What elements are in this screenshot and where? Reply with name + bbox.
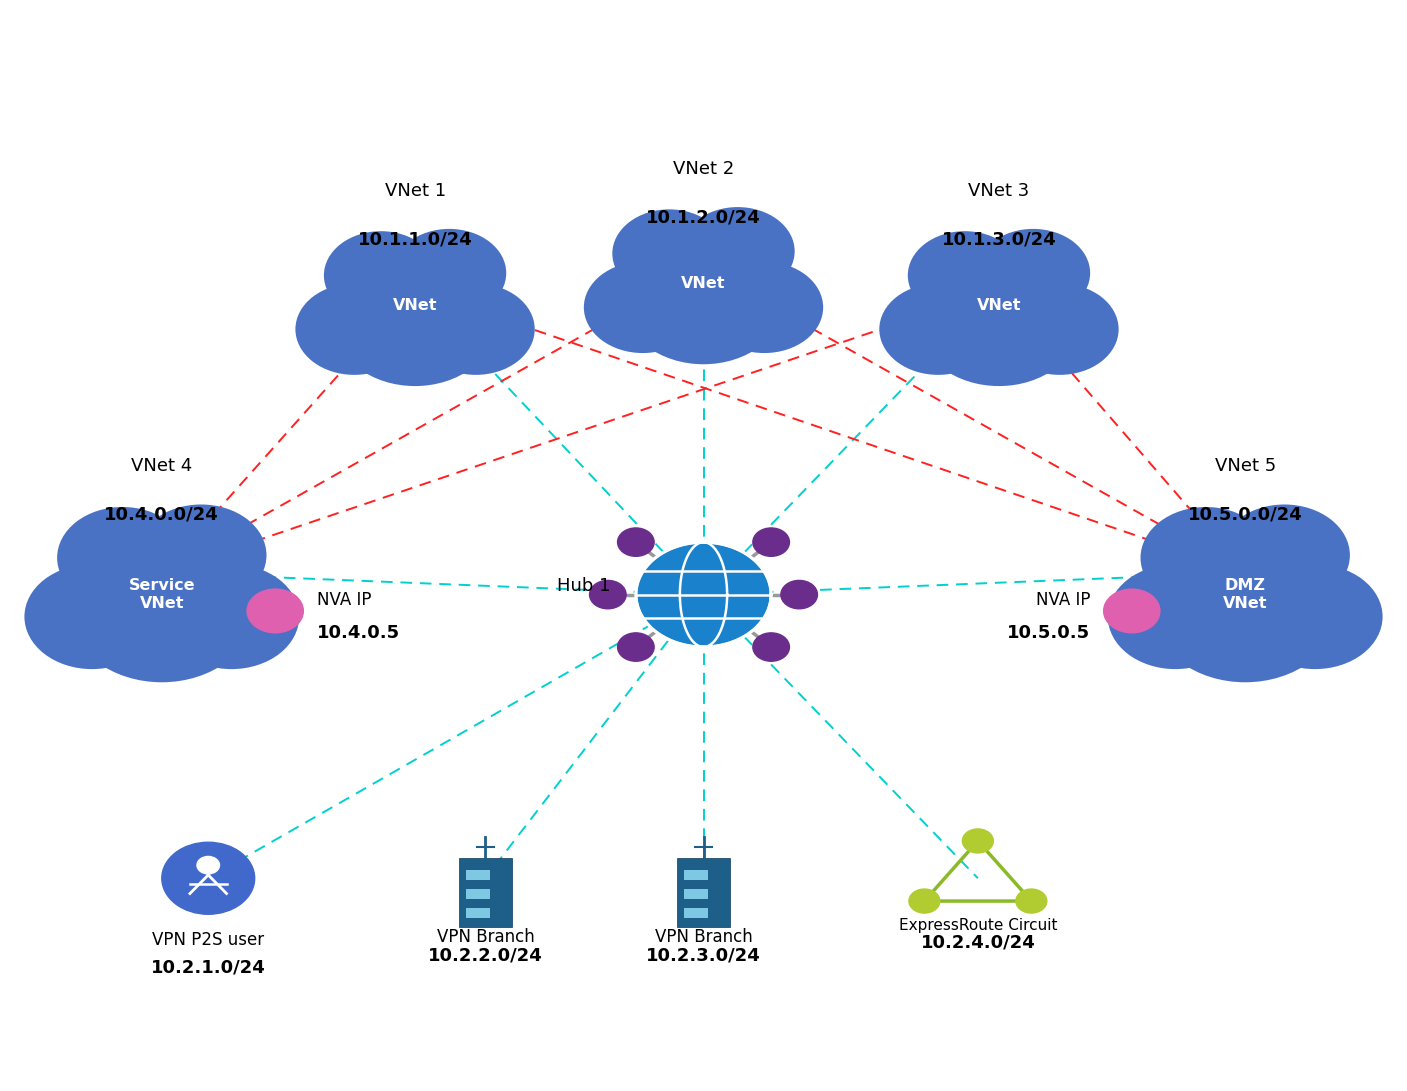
FancyBboxPatch shape [684,908,699,918]
Circle shape [753,633,789,661]
Circle shape [781,580,817,609]
Ellipse shape [135,504,266,606]
Text: 10.4.0.5: 10.4.0.5 [317,624,400,642]
Text: VNet: VNet [976,298,1021,313]
Text: VNet 5: VNet 5 [1214,457,1276,475]
FancyBboxPatch shape [692,871,708,879]
Text: NVA IP: NVA IP [317,591,371,609]
Ellipse shape [612,209,726,298]
FancyBboxPatch shape [474,871,490,879]
Text: 10.1.1.0/24: 10.1.1.0/24 [357,230,473,249]
Text: VNet: VNet [681,276,726,291]
Ellipse shape [976,229,1090,317]
Circle shape [618,633,654,661]
Ellipse shape [1107,564,1242,669]
Circle shape [909,889,940,913]
Ellipse shape [295,284,414,375]
FancyBboxPatch shape [459,858,512,927]
Ellipse shape [705,262,823,353]
Circle shape [197,856,219,874]
FancyBboxPatch shape [684,871,699,879]
Ellipse shape [1218,504,1349,606]
FancyBboxPatch shape [684,889,699,899]
FancyBboxPatch shape [466,908,481,918]
Ellipse shape [879,284,998,375]
FancyBboxPatch shape [677,858,730,927]
Ellipse shape [335,261,495,386]
Text: 10.4.0.0/24: 10.4.0.0/24 [104,505,219,524]
Text: VNet 2: VNet 2 [673,160,734,178]
Circle shape [162,842,255,914]
Ellipse shape [324,231,438,320]
Text: 10.2.2.0/24: 10.2.2.0/24 [428,947,543,964]
Text: 10.2.3.0/24: 10.2.3.0/24 [646,947,761,964]
Text: 10.1.3.0/24: 10.1.3.0/24 [941,230,1057,249]
Text: VPN Branch: VPN Branch [436,928,535,946]
Text: Hub 1: Hub 1 [557,577,611,595]
Text: VPN Branch: VPN Branch [654,928,753,946]
Text: 10.2.4.0/24: 10.2.4.0/24 [920,934,1036,951]
Circle shape [962,829,993,853]
Text: NVA IP: NVA IP [1036,591,1090,609]
Text: ExpressRoute Circuit: ExpressRoute Circuit [899,919,1057,934]
Ellipse shape [69,539,255,682]
Ellipse shape [908,231,1021,320]
Ellipse shape [1248,564,1383,669]
Ellipse shape [1000,284,1119,375]
Text: 10.1.2.0/24: 10.1.2.0/24 [646,208,761,227]
Text: 10.5.0.0/24: 10.5.0.0/24 [1188,505,1303,524]
Text: DMZ
VNet: DMZ VNet [1223,578,1268,611]
Circle shape [618,528,654,556]
Ellipse shape [681,207,795,296]
FancyBboxPatch shape [692,889,708,899]
Text: Service
VNet: Service VNet [128,578,196,611]
Text: VPN P2S user: VPN P2S user [152,932,265,949]
Ellipse shape [24,564,159,669]
Ellipse shape [623,239,784,364]
Circle shape [753,528,789,556]
Circle shape [248,589,304,633]
Ellipse shape [919,261,1079,386]
FancyBboxPatch shape [466,889,481,899]
Circle shape [590,580,626,609]
Ellipse shape [1152,539,1338,682]
FancyBboxPatch shape [466,871,481,879]
FancyBboxPatch shape [474,889,490,899]
Text: VNet 1: VNet 1 [384,182,446,200]
Text: 10.5.0.5: 10.5.0.5 [1007,624,1090,642]
Text: VNet 4: VNet 4 [131,457,193,475]
Circle shape [1103,589,1159,633]
Text: 10.2.1.0/24: 10.2.1.0/24 [151,959,266,976]
Ellipse shape [165,564,300,669]
Ellipse shape [416,284,535,375]
Ellipse shape [58,507,189,609]
Circle shape [1016,889,1047,913]
FancyBboxPatch shape [692,908,708,918]
Ellipse shape [1141,507,1272,609]
Text: VNet: VNet [393,298,438,313]
Ellipse shape [393,229,507,317]
Ellipse shape [584,262,702,353]
Text: VNet 3: VNet 3 [968,182,1030,200]
FancyBboxPatch shape [474,908,490,918]
Circle shape [636,542,771,647]
